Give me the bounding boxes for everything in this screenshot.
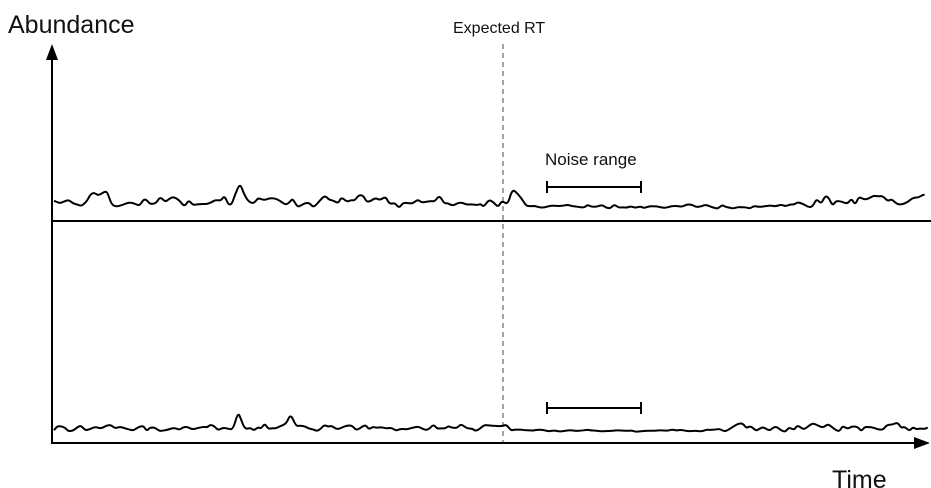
arrow-right-icon xyxy=(914,437,930,449)
lower-noise-range-bar xyxy=(546,402,642,414)
expected-rt-label: Expected RT xyxy=(453,20,545,37)
x-axis-label: Time xyxy=(832,466,887,488)
y-axis-label: Abundance xyxy=(8,11,135,39)
arrow-up-icon xyxy=(46,44,58,60)
noise-range-label: Noise range xyxy=(545,150,637,169)
upper-noise-trace xyxy=(53,184,925,210)
lower-noise-trace xyxy=(53,413,929,433)
upper-noise-range-bar xyxy=(546,181,642,193)
